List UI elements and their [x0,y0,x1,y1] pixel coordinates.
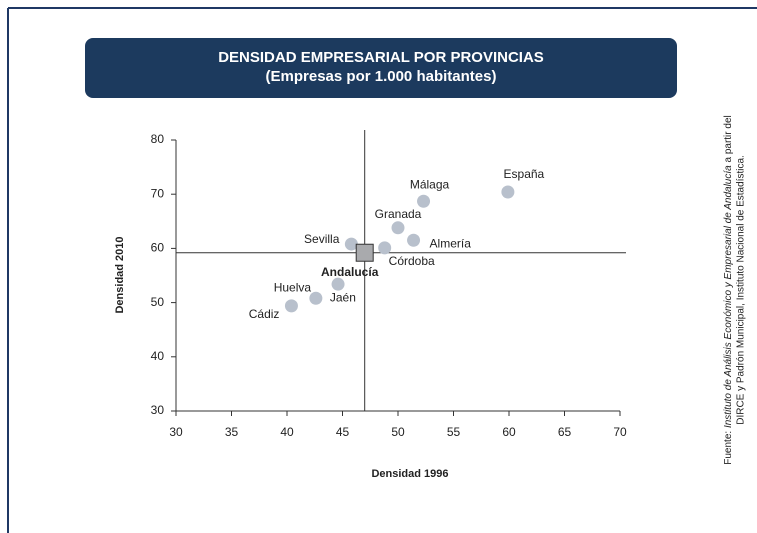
y-tick-label: 40 [151,349,165,363]
point-label: Almería [430,236,472,250]
highlight-label: Andalucía [321,265,379,279]
point-label: Málaga [410,177,450,191]
x-tick-label: 70 [613,425,627,439]
x-tick-label: 40 [280,425,294,439]
x-tick-label: 35 [225,425,239,439]
chart-subtitle: (Empresas por 1.000 habitantes) [266,68,497,85]
y-tick-label: 50 [151,295,165,309]
source-prefix: Fuente: [723,428,734,465]
source-italic: Instituto de Análisis Económico y Empres… [723,165,734,428]
highlight-point [355,243,374,262]
x-tick-label: 55 [447,425,461,439]
point [391,221,405,235]
point-label: Granada [375,207,422,221]
x-tick-label: 45 [336,425,350,439]
point [344,237,358,251]
chart-title: DENSIDAD EMPRESARIAL POR PROVINCIAS [218,49,544,66]
point-label: Huelva [274,280,312,294]
point [309,291,323,305]
point [417,194,431,208]
point [501,185,515,199]
point-label: Jaén [330,290,356,304]
point [284,299,298,313]
y-axis-label: Densidad 2010 [114,236,126,313]
point [331,277,345,291]
point-label: España [504,167,545,181]
point [378,241,392,255]
x-axis-label: Densidad 1996 [371,468,448,480]
x-tick-label: 60 [502,425,516,439]
y-tick-label: 30 [151,403,165,417]
point-label: Córdoba [389,254,435,268]
point-label: Cádiz [249,307,280,321]
title-box [85,38,677,98]
x-tick-label: 30 [169,425,183,439]
point [407,233,421,247]
y-tick-label: 80 [151,132,165,146]
source-line-1: Fuente: Instituto de Análisis Económico … [723,115,734,464]
y-tick-label: 60 [151,241,165,255]
x-tick-label: 65 [558,425,572,439]
x-tick-label: 50 [391,425,405,439]
source-suffix: a partir del [723,115,734,165]
point-label: Sevilla [304,232,340,246]
y-tick-label: 70 [151,186,165,200]
source-line-2: DIRCE y Padrón Municipal, Instituto Naci… [736,155,747,425]
